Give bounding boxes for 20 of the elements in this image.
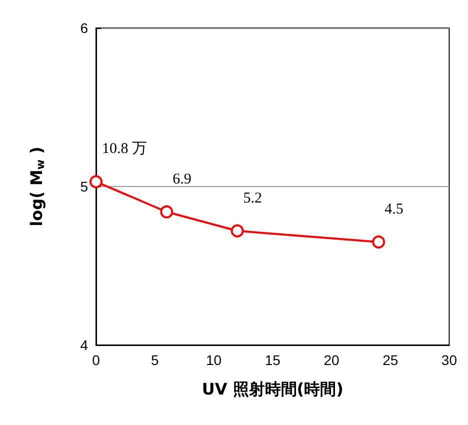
- annotation: 4.5: [384, 201, 404, 218]
- y-tick-label: 4: [80, 337, 88, 353]
- x-tick-label: 30: [441, 352, 458, 368]
- x-tick-label: 10: [206, 352, 222, 368]
- x-tick-label: 15: [264, 352, 281, 368]
- y-axis-title: log( Mw ): [27, 146, 47, 226]
- point: [160, 205, 174, 218]
- y-tick-label: 6: [80, 20, 88, 36]
- x-tick-label: 20: [324, 352, 340, 368]
- x-tick-label: 25: [382, 352, 398, 368]
- annotation: 6.9: [172, 171, 192, 188]
- y-tick-label: 5: [80, 178, 88, 194]
- annotation: 5.2: [243, 190, 262, 206]
- point: [230, 224, 244, 238]
- point: [372, 235, 386, 248]
- point: [90, 175, 102, 188]
- x-axis-title: UV 照射時間(時間): [202, 380, 344, 398]
- annotation: 10.8 万: [102, 141, 147, 158]
- x-tick-label: 0: [92, 352, 100, 368]
- x-tick-label: 5: [150, 352, 159, 368]
